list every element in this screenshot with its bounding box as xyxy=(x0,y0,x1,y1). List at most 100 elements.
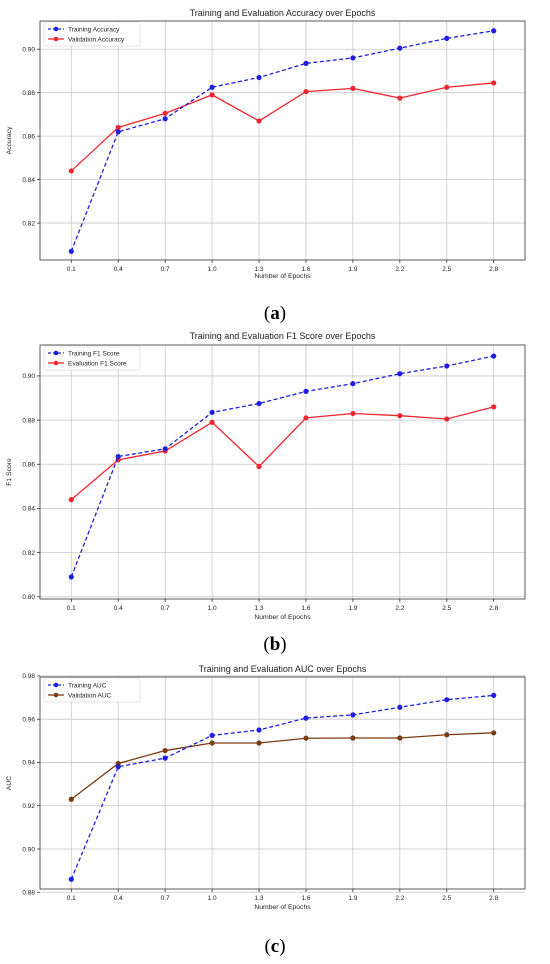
legend-box xyxy=(43,345,141,371)
data-point xyxy=(209,419,215,425)
caption-a: (a) xyxy=(263,303,287,324)
y-tick-label: 0.88 xyxy=(22,417,35,424)
data-point xyxy=(350,85,356,91)
data-point xyxy=(68,574,74,580)
data-point xyxy=(115,764,121,770)
data-point xyxy=(209,740,215,746)
x-axis-label: Number of Epochs xyxy=(254,904,311,911)
legend-label: Validation AUC xyxy=(68,692,112,699)
chart-title: Training and Evaluation AUC over Epochs xyxy=(199,664,367,674)
y-tick-label: 0.90 xyxy=(22,373,35,380)
x-tick-label: 2.2 xyxy=(395,605,404,612)
data-point xyxy=(444,416,450,422)
data-point xyxy=(350,55,356,61)
legend-label: Validation Accuracy xyxy=(68,36,125,43)
y-tick-label: 0.90 xyxy=(22,846,35,853)
y-tick-label: 0.80 xyxy=(22,594,35,601)
data-point xyxy=(256,463,262,470)
data-point xyxy=(256,740,262,746)
plot-frame xyxy=(39,20,526,261)
x-axis-label: Number of Epochs xyxy=(254,273,311,280)
data-point xyxy=(397,413,403,419)
y-tick-label: 0.90 xyxy=(22,47,35,54)
legend-box xyxy=(43,677,141,703)
x-tick-label: 2.2 xyxy=(395,266,404,273)
legend-label: Training F1 Score xyxy=(68,350,120,357)
legend-marker xyxy=(53,350,59,356)
x-axis-label: Number of Epochs xyxy=(254,614,311,621)
f1-score-chart: Training and Evaluation F1 Score over Ep… xyxy=(6,331,526,621)
y-tick-label: 0.82 xyxy=(22,550,35,557)
data-point xyxy=(350,712,356,718)
data-point xyxy=(397,704,403,710)
x-tick-label: 0.7 xyxy=(161,895,170,902)
y-tick-label: 0.86 xyxy=(22,133,35,140)
data-point xyxy=(256,118,262,124)
y-tick-label: 0.84 xyxy=(22,506,35,513)
data-point xyxy=(115,453,121,460)
x-tick-label: 0.1 xyxy=(67,266,76,273)
x-tick-label: 0.4 xyxy=(114,605,123,612)
x-tick-label: 1.9 xyxy=(348,266,357,273)
legend-label: Training Accuracy xyxy=(68,26,120,33)
data-point xyxy=(115,129,121,135)
data-point xyxy=(303,715,309,721)
data-point xyxy=(491,730,497,736)
y-tick-label: 0.84 xyxy=(22,177,35,184)
legend-label: Evaluation F1 Score xyxy=(68,360,127,367)
data-point xyxy=(397,45,403,51)
data-point xyxy=(68,796,74,802)
x-tick-label: 1.0 xyxy=(208,266,217,273)
data-point xyxy=(491,80,497,86)
data-point xyxy=(397,371,403,377)
chart-panel-b: Training and Evaluation F1 Score over Ep… xyxy=(0,322,550,626)
chart-panel-a: Training and Evaluation Accuracy over Ep… xyxy=(0,0,550,300)
x-tick-label: 2.8 xyxy=(489,266,498,273)
data-point xyxy=(444,35,450,41)
legend-label: Training AUC xyxy=(68,682,107,689)
x-tick-label: 2.8 xyxy=(489,895,498,902)
x-tick-label: 2.5 xyxy=(442,266,451,273)
data-point xyxy=(350,381,356,387)
y-tick-label: 0.86 xyxy=(22,462,35,469)
data-point xyxy=(209,732,215,739)
legend-box xyxy=(43,21,141,47)
y-tick-label: 0.96 xyxy=(22,716,35,723)
data-point xyxy=(444,84,450,90)
x-tick-label: 1.0 xyxy=(208,605,217,612)
data-point xyxy=(491,404,497,410)
x-tick-label: 1.0 xyxy=(208,895,217,902)
y-axis-label: AUC xyxy=(6,776,13,790)
data-point xyxy=(209,84,215,90)
chart-title: Training and Evaluation F1 Score over Ep… xyxy=(190,331,376,341)
data-point xyxy=(68,248,74,254)
x-tick-label: 1.6 xyxy=(301,605,310,612)
data-point xyxy=(162,110,168,116)
x-tick-label: 0.7 xyxy=(161,605,170,612)
x-tick-label: 0.1 xyxy=(67,895,76,902)
data-point xyxy=(68,876,74,882)
x-tick-label: 1.9 xyxy=(348,605,357,612)
x-tick-label: 0.4 xyxy=(114,266,123,273)
x-tick-label: 1.9 xyxy=(348,895,357,902)
x-tick-label: 1.6 xyxy=(301,266,310,273)
data-point xyxy=(350,735,356,741)
data-point xyxy=(303,60,309,66)
data-point xyxy=(209,409,215,415)
legend-marker xyxy=(53,682,59,688)
chart-title: Training and Evaluation Accuracy over Ep… xyxy=(190,8,376,18)
legend-marker xyxy=(53,692,59,698)
chart-panel-c: Training and Evaluation AUC over Epochs 0… xyxy=(0,660,550,930)
y-tick-label: 0.94 xyxy=(22,760,35,767)
y-tick-label: 0.92 xyxy=(22,803,35,810)
data-point xyxy=(209,92,215,98)
x-tick-label: 1.3 xyxy=(255,605,264,612)
series-line-validation xyxy=(70,406,494,501)
auc-chart: Training and Evaluation AUC over Epochs 0… xyxy=(6,664,526,911)
y-tick-label: 0.88 xyxy=(22,890,35,897)
series-line-validation xyxy=(70,82,494,172)
y-tick-label: 0.98 xyxy=(22,673,35,680)
x-tick-label: 2.5 xyxy=(442,895,451,902)
data-point xyxy=(397,95,403,101)
data-point xyxy=(162,755,168,761)
